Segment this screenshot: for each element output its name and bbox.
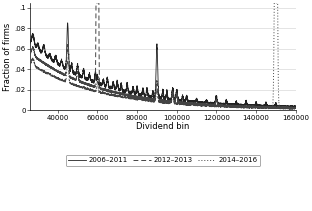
2012–2013 [227,104,230,107]
2006–2011 [188,99,191,102]
2014–2016 [289,108,292,110]
2014–2016 [294,107,298,110]
2012–2013 [76,75,80,77]
2006–2011 [201,101,205,104]
Line: 2014–2016: 2014–2016 [30,3,296,109]
2014–2016 [188,103,191,106]
2014–2016 [246,105,250,108]
2012–2013 [28,51,32,54]
2006–2011 [130,90,134,93]
2014–2016 [130,96,134,99]
2012–2013 [294,107,298,110]
2012–2013 [290,108,294,110]
Line: 2012–2013: 2012–2013 [30,3,296,109]
2014–2016 [201,104,205,107]
2012–2013 [94,1,98,4]
2012–2013 [247,106,251,108]
Legend: 2006–2011, 2012–2013, 2014–2016: 2006–2011, 2012–2013, 2014–2016 [66,155,260,166]
2014–2016 [272,1,276,4]
2012–2013 [201,104,205,107]
Y-axis label: Fraction of firms: Fraction of firms [3,22,12,91]
X-axis label: Dividend bin: Dividend bin [136,122,189,131]
2012–2013 [130,94,134,96]
Line: 2006–2011: 2006–2011 [30,23,296,109]
2012–2013 [188,103,191,106]
2006–2011 [28,41,32,43]
2014–2016 [28,62,32,65]
2006–2011 [76,68,80,71]
2014–2016 [76,84,80,87]
2006–2011 [66,22,70,24]
2014–2016 [227,106,230,108]
2006–2011 [247,104,251,107]
2006–2011 [293,107,296,110]
2006–2011 [294,106,298,108]
2006–2011 [227,102,230,105]
